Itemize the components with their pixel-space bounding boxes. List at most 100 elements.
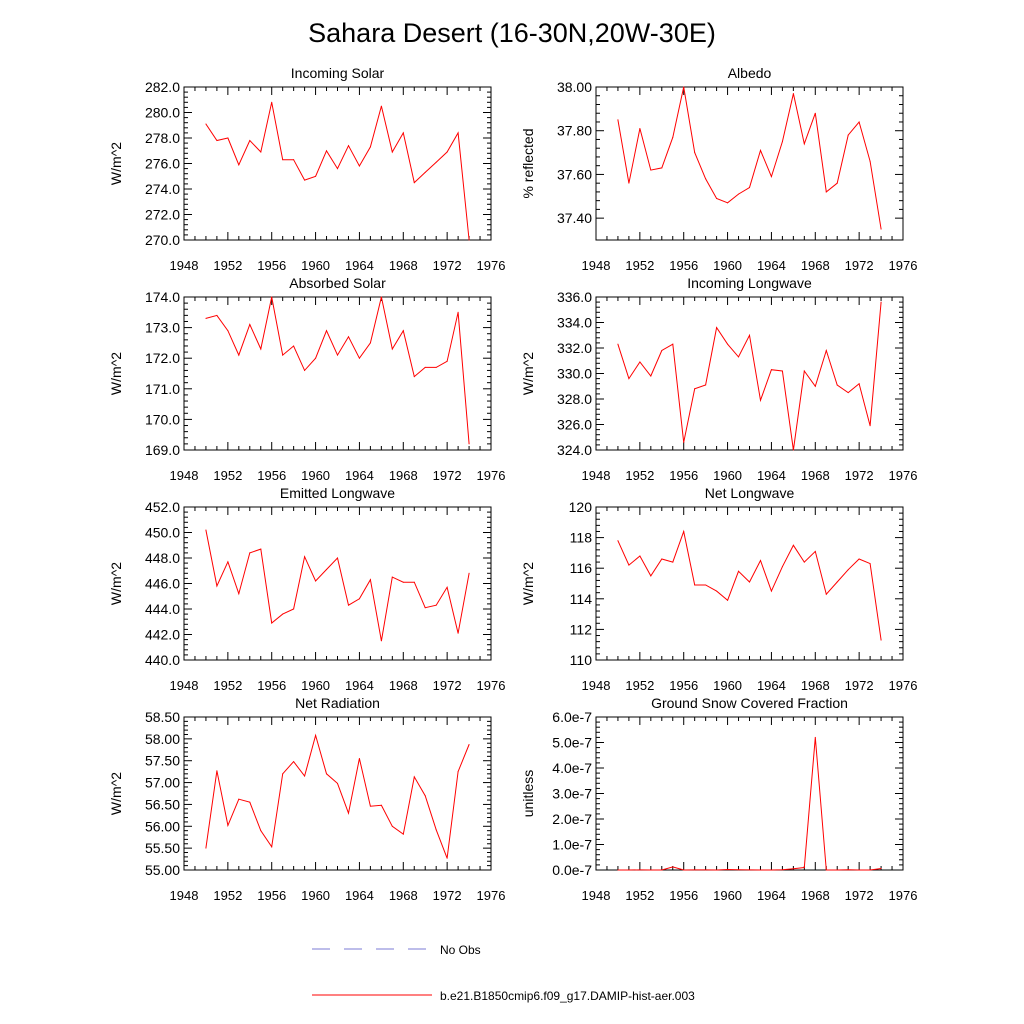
panel-title: Incoming Longwave [687, 275, 812, 291]
y-tick-label: 37.60 [557, 166, 592, 182]
x-tick-label: 1968 [389, 888, 418, 903]
x-tick-label: 1956 [257, 678, 286, 693]
data-point [369, 579, 371, 581]
data-point [705, 178, 707, 180]
panel-title: Ground Snow Covered Fraction [651, 695, 848, 711]
data-point [738, 570, 740, 572]
y-tick-label: 112 [570, 621, 593, 637]
y-tick-label: 58.00 [145, 731, 180, 747]
x-tick-label: 1956 [669, 258, 698, 273]
data-point [694, 388, 696, 390]
data-point [650, 575, 652, 577]
data-point [413, 581, 415, 583]
data-point [457, 132, 459, 134]
y-tick-label: 272.0 [145, 207, 180, 223]
data-point [315, 357, 317, 359]
data-point [749, 869, 750, 871]
data-point [705, 584, 707, 586]
x-tick-label: 1952 [625, 468, 654, 483]
x-tick-label: 1964 [345, 468, 374, 483]
y-axis-label: % reflected [520, 128, 536, 198]
data-point [413, 776, 415, 778]
y-tick-label: 274.0 [145, 181, 180, 197]
data-point [683, 869, 685, 871]
data-point [661, 558, 663, 560]
x-tick-label: 1960 [301, 678, 330, 693]
panel-title: Incoming Solar [291, 65, 385, 81]
data-point [271, 101, 273, 103]
x-tick-label: 1972 [845, 678, 874, 693]
data-point [227, 330, 229, 332]
x-tick-label: 1948 [582, 888, 611, 903]
data-point [205, 317, 207, 319]
data-point [683, 530, 685, 532]
y-tick-label: 282.0 [145, 79, 180, 95]
y-tick-label: 444.0 [145, 601, 180, 617]
data-point [650, 375, 652, 377]
data-point [216, 314, 218, 316]
x-tick-label: 1956 [669, 888, 698, 903]
x-tick-label: 1960 [301, 468, 330, 483]
x-tick-label: 1976 [889, 258, 918, 273]
data-point [358, 598, 360, 600]
y-tick-label: 38.00 [557, 79, 592, 95]
panel-6: Net Longwave W/m^2 1948 1952 1956 1960 1964 196… [520, 485, 917, 693]
data-point [457, 632, 459, 634]
series-line [617, 529, 882, 641]
data-point [869, 160, 871, 162]
y-axis-label: W/m^2 [108, 352, 124, 395]
data-point [347, 812, 349, 814]
x-tick-label: 1972 [433, 258, 462, 273]
y-tick-label: 120 [569, 499, 593, 515]
data-point [369, 342, 371, 344]
y-tick-label: 118 [570, 530, 593, 546]
y-tick-label: 37.40 [557, 210, 592, 226]
plot-frame [183, 716, 492, 871]
x-tick-label: 1968 [801, 678, 830, 693]
data-point [380, 640, 382, 642]
data-point [282, 159, 284, 161]
data-point [380, 804, 382, 806]
data-point [781, 141, 783, 143]
x-tick-label: 1952 [625, 678, 654, 693]
data-point [672, 561, 674, 563]
y-tick-label: 6.0e-7 [552, 709, 592, 725]
data-point [650, 169, 652, 171]
data-point [847, 134, 849, 136]
data-point [803, 370, 805, 372]
x-tick-label: 1960 [713, 678, 742, 693]
data-point [836, 869, 838, 871]
data-point [260, 830, 262, 832]
x-tick-label: 1968 [389, 678, 418, 693]
data-point [639, 128, 641, 130]
data-point [716, 197, 718, 199]
data-point [337, 557, 338, 559]
panel-5: Emitted Longwave W/m^2 1948 1952 1956 1960 196… [108, 485, 505, 693]
panel-7: Net Radiation W/m^2 1948 1952 1956 1960 1964 19… [108, 695, 505, 903]
y-tick-label: 171.0 [145, 381, 180, 397]
data-point [347, 145, 349, 147]
panel-4: Incoming Longwave W/m^2 1948 1952 1956 1960 19… [520, 275, 917, 483]
y-tick-label: 276.0 [145, 156, 180, 172]
data-point [617, 869, 619, 871]
data-point [727, 868, 729, 870]
data-point [792, 868, 794, 870]
data-point [326, 773, 328, 775]
data-point [749, 581, 750, 583]
data-point [282, 613, 284, 615]
y-tick-label: 169.0 [145, 442, 180, 458]
x-tick-label: 1964 [757, 678, 786, 693]
data-point [727, 599, 729, 601]
data-point [836, 384, 838, 386]
data-point [770, 590, 772, 592]
data-point [271, 296, 273, 298]
data-point [869, 869, 871, 871]
data-point [457, 771, 459, 773]
x-tick-label: 1976 [477, 888, 506, 903]
y-tick-label: 442.0 [145, 627, 180, 643]
panel-title: Emitted Longwave [280, 485, 395, 501]
y-tick-label: 55.50 [145, 840, 180, 856]
y-tick-label: 172.0 [145, 350, 180, 366]
data-point [672, 136, 674, 138]
data-point [402, 581, 404, 583]
